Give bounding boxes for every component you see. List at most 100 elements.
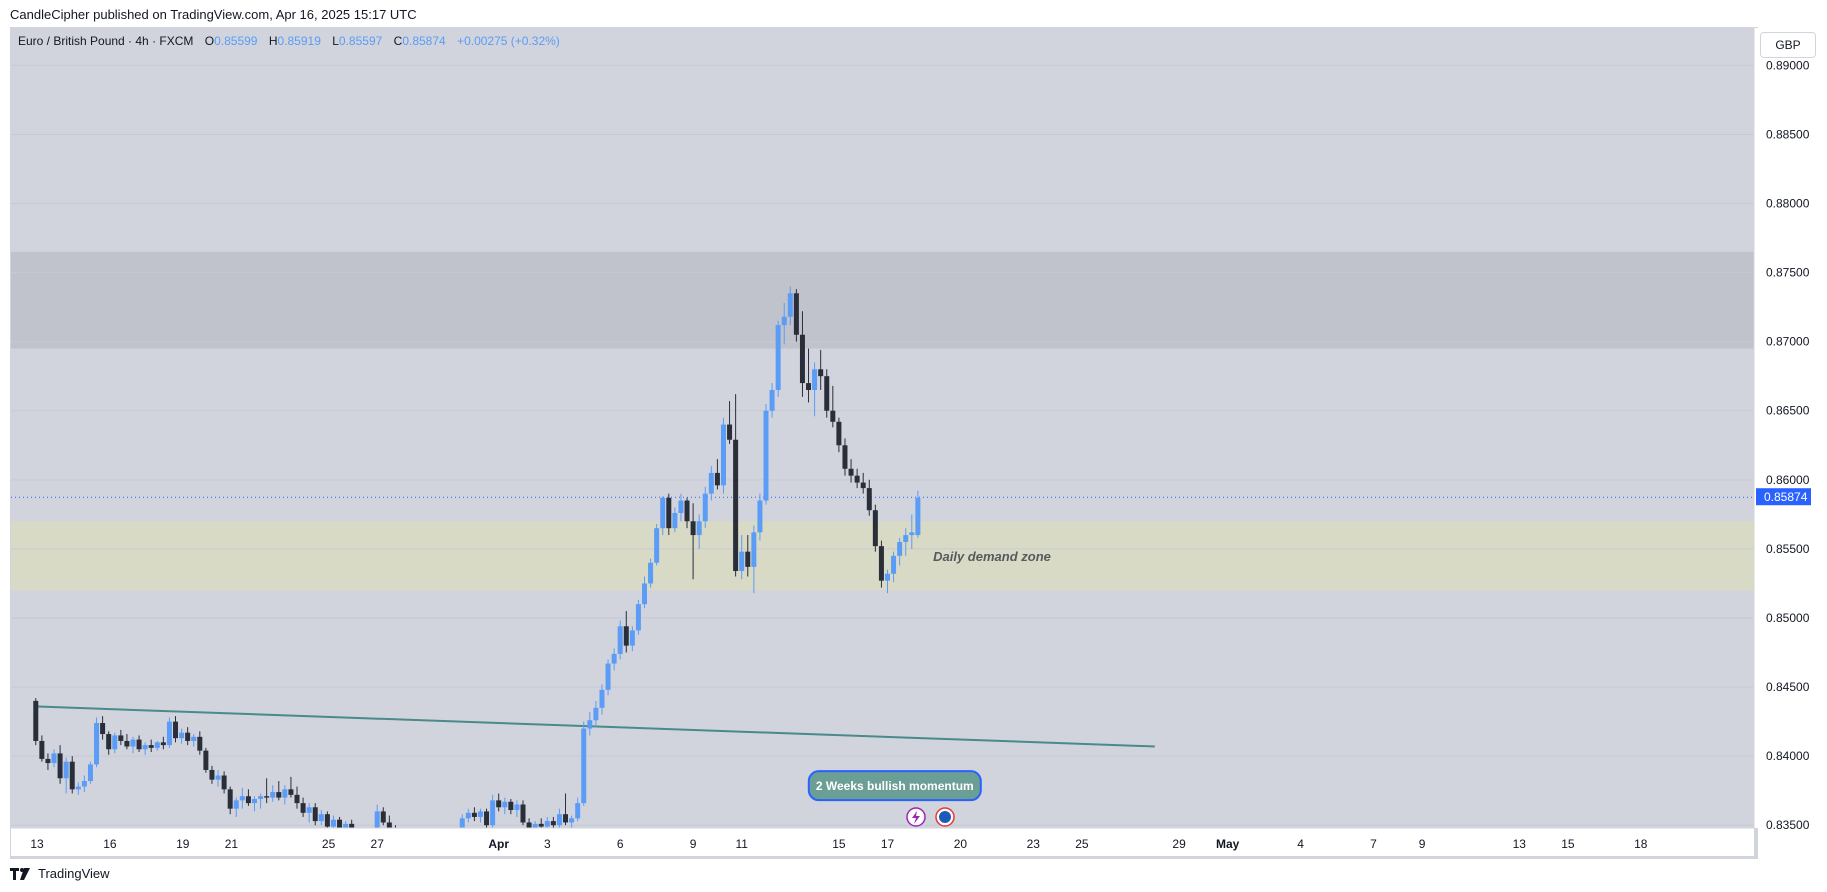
tradingview-logo-icon: [10, 867, 30, 880]
candle: [130, 736, 136, 754]
candle: [496, 793, 502, 812]
candle: [733, 394, 739, 577]
candle: [477, 808, 483, 823]
candle-body: [799, 334, 805, 384]
candle-body: [258, 796, 264, 799]
x-tick-label: 16: [103, 837, 117, 851]
candle-body: [276, 792, 282, 798]
candle: [124, 734, 130, 750]
candle-body: [690, 521, 696, 536]
candle-body: [300, 803, 306, 813]
candle: [666, 493, 672, 536]
candle: [215, 769, 221, 787]
candle: [818, 349, 824, 391]
candle: [191, 734, 197, 747]
candle-body: [477, 811, 483, 817]
candle-body: [623, 626, 629, 646]
candle: [684, 497, 690, 529]
candle-body: [526, 822, 532, 828]
symbol-legend: Euro / British Pound · 4h · FXCM O0.8559…: [18, 34, 560, 48]
lightning-icon: [906, 807, 926, 827]
x-tick-label: 27: [371, 837, 385, 851]
candle-body: [569, 818, 575, 823]
y-tick-label: 0.87500: [1766, 266, 1810, 280]
candle-body: [775, 325, 781, 391]
axes-layer: 0.89000 0.88500 0.88000 0.87500 0.87000 0.865…: [11, 28, 1817, 856]
currency-button[interactable]: GBP: [1760, 32, 1816, 58]
candle-body: [294, 794, 300, 804]
candle-body: [824, 376, 830, 411]
y-tick-label: 0.84500: [1766, 680, 1810, 694]
candle-body: [818, 369, 824, 377]
candle-body: [891, 555, 897, 574]
candle: [270, 785, 276, 802]
candle: [343, 821, 349, 828]
candle: [623, 611, 629, 653]
candle-body: [696, 521, 702, 536]
x-tick-label: 18: [1634, 837, 1648, 851]
candle: [148, 739, 154, 753]
candle-body: [318, 814, 324, 822]
candle-body: [563, 814, 569, 823]
x-tick-label: Apr: [488, 837, 509, 851]
x-tick-label: 20: [954, 837, 968, 851]
candle: [112, 732, 118, 754]
candle-body: [45, 758, 51, 764]
candle: [100, 716, 106, 740]
candle-body: [757, 500, 763, 533]
candle: [251, 796, 257, 812]
candle-body: [203, 750, 209, 770]
change-value: +0.00275 (+0.32%): [457, 34, 560, 48]
tradingview-brand[interactable]: TradingView: [10, 866, 110, 881]
candle-body: [903, 535, 909, 542]
candle-body: [166, 721, 172, 746]
candle: [118, 729, 124, 746]
high-label: H: [268, 34, 278, 48]
candle: [599, 684, 605, 715]
candle-body: [239, 796, 245, 801]
candle-body: [812, 369, 818, 391]
y-tick-label: 0.89000: [1766, 58, 1810, 72]
x-tick-label: May: [1216, 837, 1240, 851]
candle-body: [733, 439, 739, 572]
candle: [781, 302, 787, 345]
candle: [556, 808, 562, 828]
y-tick-label: 0.84000: [1766, 749, 1810, 763]
candle: [484, 808, 490, 828]
candle-body: [860, 482, 866, 489]
y-tick-label: 0.85500: [1766, 542, 1810, 556]
candle-body: [830, 410, 836, 422]
candle-body: [197, 736, 203, 751]
candle: [276, 781, 282, 801]
candle-body: [330, 819, 336, 827]
candle: [611, 648, 617, 671]
candle-body: [459, 818, 465, 828]
candle-body: [848, 468, 854, 476]
candle: [69, 756, 75, 794]
candle: [532, 821, 538, 828]
x-tick-label: 29: [1172, 837, 1186, 851]
trendline-layer: [11, 496, 1754, 748]
candle-body: [33, 700, 39, 741]
candle-body: [629, 630, 635, 646]
candle-body: [751, 532, 757, 567]
candle: [897, 537, 903, 566]
candle-body: [380, 811, 386, 823]
candle-body: [739, 551, 745, 572]
candle: [209, 765, 215, 784]
candle: [154, 740, 160, 751]
candle: [166, 717, 172, 748]
candle-body: [502, 801, 508, 808]
candle-body: [508, 801, 514, 811]
candle-body: [520, 804, 526, 823]
candle-body: [532, 823, 538, 828]
candle: [727, 401, 733, 444]
x-tick-label: 17: [881, 837, 895, 851]
candle: [538, 818, 544, 828]
candle-body: [836, 421, 842, 446]
candle: [569, 815, 575, 828]
candle-body: [288, 789, 294, 795]
y-tick-label: 0.88500: [1766, 127, 1810, 141]
candle-body: [118, 735, 124, 741]
